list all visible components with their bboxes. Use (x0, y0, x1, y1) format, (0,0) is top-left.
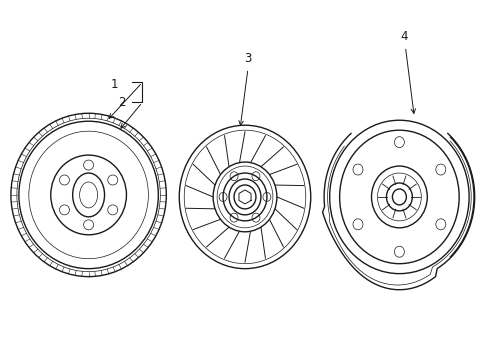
Text: 1: 1 (111, 78, 118, 91)
Text: 4: 4 (400, 30, 407, 42)
Ellipse shape (371, 166, 427, 228)
Text: 3: 3 (244, 53, 251, 66)
Text: 2: 2 (118, 96, 125, 109)
Ellipse shape (213, 162, 276, 232)
